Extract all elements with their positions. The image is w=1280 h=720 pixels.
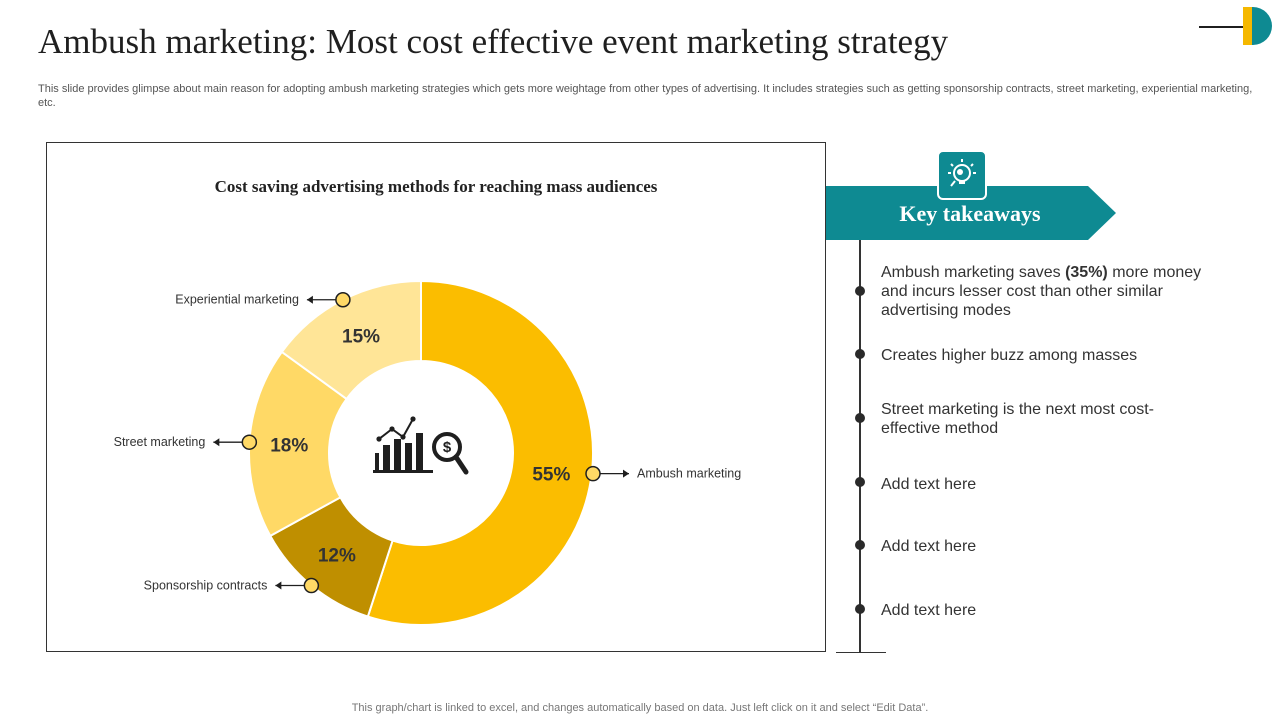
callout-arrowhead [213,438,220,447]
slice-value-label: 15% [342,326,380,347]
takeaway-item-3: Street marketing is the next most cost-e… [881,401,1154,437]
takeaway-item-1: Ambush marketing saves (35%) more money … [881,263,1211,320]
timeline-line [859,240,861,653]
takeaway-item-1-highlight: (35%) [1065,264,1108,281]
corner-decoration-teal [1252,7,1272,45]
bullet-dot [855,477,865,487]
chart-title: Cost saving advertising methods for reac… [214,177,658,196]
page-subtitle: This slide provides glimpse about main r… [38,83,1253,109]
bullet-dot [855,604,865,614]
takeaway-item-1-text: Ambush marketing saves [881,264,1066,281]
callout-marker [303,577,320,594]
corner-decoration-yellow [1243,7,1252,45]
takeaway-item-2: Creates higher buzz among masses [881,347,1138,364]
callout-arrowhead [306,295,313,304]
bullet-dot [855,540,865,550]
corner-decoration-line [1199,26,1243,28]
callout-marker [335,291,351,308]
takeaway-item-5: Add text here [881,538,977,555]
callout-label-street-marketing: Street marketing [114,435,206,449]
bullet-dot [855,349,865,359]
donut-chart[interactable]: 55% 12% 18% 15% Ambush marketing Sponsorship… [47,143,827,653]
callout-label-sponsorship-contracts: Sponsorship contracts [144,579,268,593]
chart-analytics-dollar-search-icon: $ [373,416,469,475]
slice-value-label: 12% [318,546,356,567]
callout-marker [241,434,258,450]
takeaway-item-6: Add text here [881,602,977,619]
chart-panel[interactable]: Cost saving advertising methods for reac… [46,142,826,652]
callout-marker [585,465,601,482]
callout-label-experiential-marketing: Experiential marketing [175,293,299,307]
callout-arrowhead [623,469,629,478]
lightbulb-search-icon [937,150,987,200]
key-takeaways-header: Key takeaways [899,201,1041,226]
bullet-dot [855,286,865,296]
page-title: Ambush marketing: Most cost effective ev… [38,22,949,61]
callout-label-ambush-marketing: Ambush marketing [637,467,741,481]
takeaway-item-4: Add text here [881,476,977,493]
bullet-dot [855,413,865,423]
slice-value-label: 55% [532,465,570,486]
slice-value-label: 18% [270,436,308,457]
donut-slice-ambush-marketing[interactable] [366,279,594,626]
svg-text:$: $ [443,439,452,456]
footer-note: This graph/chart is linked to excel, and… [351,702,929,714]
callout-arrowhead [275,581,282,590]
donut-slice-experiential-marketing[interactable] [280,279,422,401]
timeline-base [836,652,886,653]
takeaway-item-1-text-end: more money and incurs lesser cost than o… [881,264,1202,319]
